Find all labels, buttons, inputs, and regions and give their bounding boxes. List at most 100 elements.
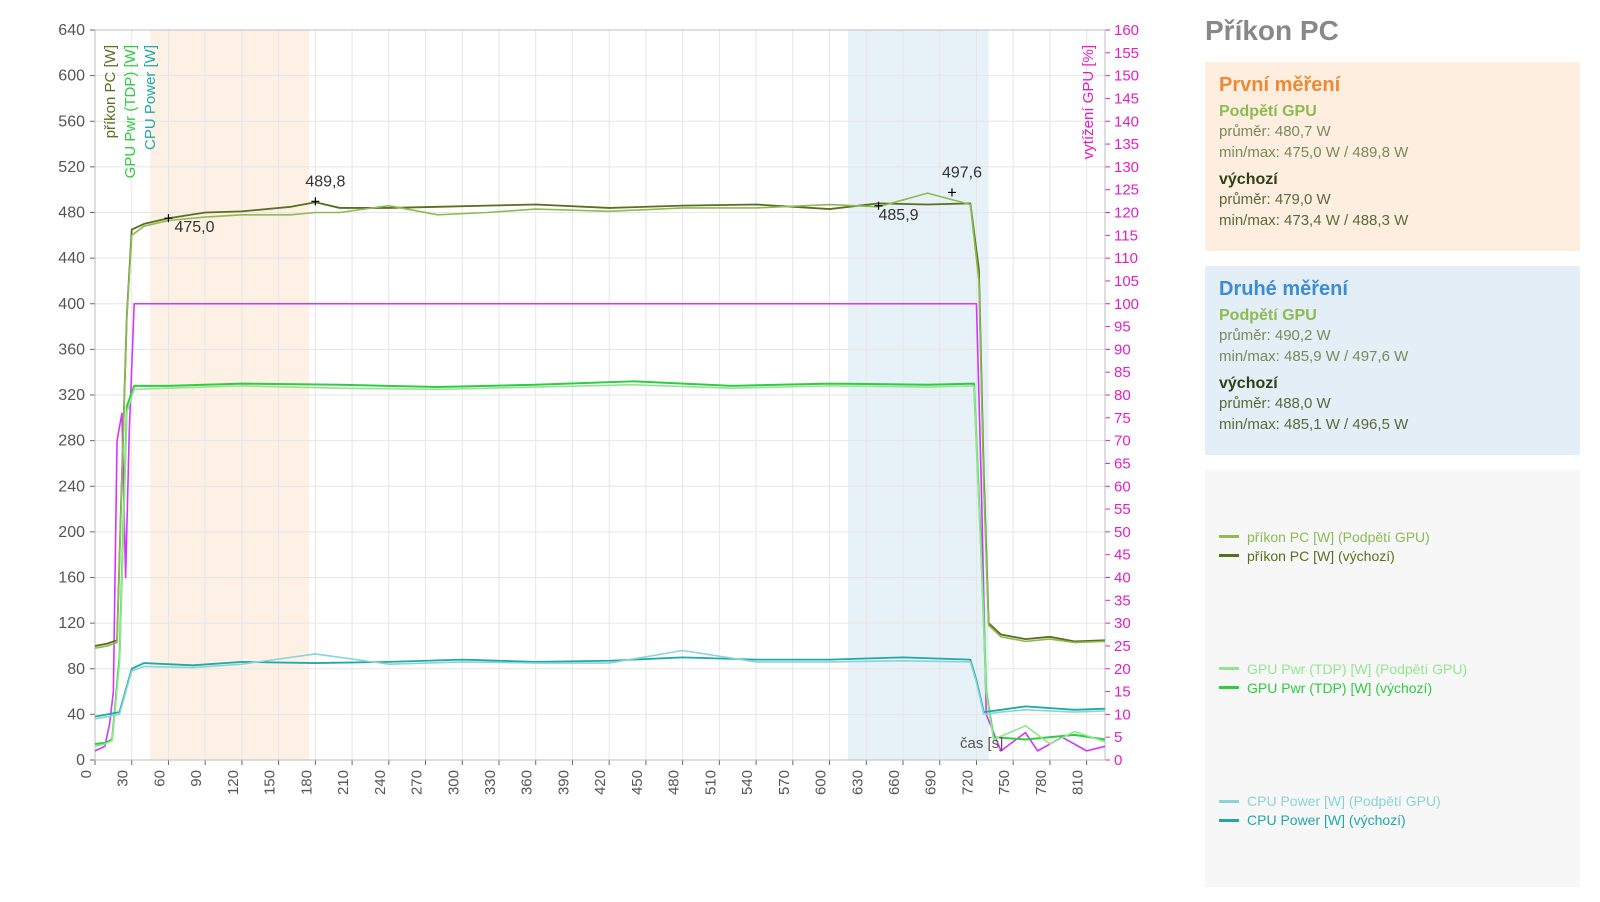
legend-swatch xyxy=(1219,535,1239,538)
measure-box-second: Druhé měřeníPodpětí GPUprůměr: 490,2 Wmi… xyxy=(1205,266,1580,455)
y-tick-label: 520 xyxy=(58,159,85,176)
y2-tick-label: 75 xyxy=(1114,410,1131,427)
y2-tick-label: 160 xyxy=(1114,22,1139,39)
chart-svg: 0408012016020024028032036040044048052056… xyxy=(10,10,1190,830)
y2-tick-label: 115 xyxy=(1114,227,1138,244)
stat-title: Podpětí GPU xyxy=(1219,307,1566,325)
y-tick-label: 360 xyxy=(58,341,85,358)
x-tick-label: 30 xyxy=(115,770,132,787)
stat-line: min/max: 473,4 W / 488,3 W xyxy=(1219,210,1566,231)
legend-label: příkon PC [W] (Podpětí GPU) xyxy=(1247,529,1430,545)
x-tick-label: 360 xyxy=(519,770,536,795)
y2-tick-label: 30 xyxy=(1114,615,1131,632)
y2-tick-label: 80 xyxy=(1114,387,1131,404)
legend-item: CPU Power [W] (Podpětí GPU) xyxy=(1219,793,1566,809)
x-tick-label: 90 xyxy=(188,770,205,787)
x-tick-label: 150 xyxy=(262,770,279,795)
stat-title: výchozí xyxy=(1219,171,1566,189)
x-tick-label: 210 xyxy=(335,770,352,795)
y2-tick-label: 65 xyxy=(1114,455,1131,472)
y2-tick-label: 95 xyxy=(1114,319,1131,336)
y-tick-label: 200 xyxy=(58,524,85,541)
annotation-label: 497,6 xyxy=(942,164,982,181)
stat-line: průměr: 480,7 W xyxy=(1219,121,1566,142)
legend-box: příkon PC [W] (Podpětí GPU) příkon PC [W]… xyxy=(1205,470,1580,887)
x-tick-label: 330 xyxy=(482,770,499,795)
legend-label: GPU Pwr (TDP) [W] (výchozí) xyxy=(1247,680,1432,696)
y-axis-label: GPU Pwr (TDP) [W] xyxy=(122,45,139,178)
stat-title: výchozí xyxy=(1219,375,1566,393)
y2-tick-label: 15 xyxy=(1114,684,1131,701)
y2-tick-label: 10 xyxy=(1114,706,1131,723)
legend-item: GPU Pwr (TDP) [W] (Podpětí GPU) xyxy=(1219,661,1566,677)
measure-title: Druhé měření xyxy=(1219,278,1566,301)
x-tick-label: 0 xyxy=(78,770,95,778)
x-tick-label: 240 xyxy=(372,770,389,795)
y-tick-label: 280 xyxy=(58,433,85,450)
x-tick-label: 420 xyxy=(592,770,609,795)
legend-swatch xyxy=(1219,800,1239,803)
y-axis-label: CPU Power [W] xyxy=(142,45,159,150)
stat-line: min/max: 475,0 W / 489,8 W xyxy=(1219,142,1566,163)
stat-line: průměr: 490,2 W xyxy=(1219,325,1566,346)
stat-line: min/max: 485,1 W / 496,5 W xyxy=(1219,414,1566,435)
y2-tick-label: 105 xyxy=(1114,273,1139,290)
y-tick-label: 0 xyxy=(76,752,85,769)
annotation-label: 489,8 xyxy=(305,173,345,190)
y-axis-label: příkon PC [W] xyxy=(102,45,119,138)
x-tick-label: 690 xyxy=(923,770,940,795)
y2-tick-label: 155 xyxy=(1114,45,1139,62)
legend-item: GPU Pwr (TDP) [W] (výchozí) xyxy=(1219,680,1566,696)
annotation-label: 485,9 xyxy=(879,207,919,224)
x-tick-label: 270 xyxy=(409,770,426,795)
side-panel: Příkon PC První měřeníPodpětí GPUprůměr:… xyxy=(1190,0,1600,902)
legend-group: GPU Pwr (TDP) [W] (Podpětí GPU) GPU Pwr (… xyxy=(1219,658,1566,699)
legend-swatch xyxy=(1219,554,1239,557)
y-tick-label: 160 xyxy=(58,570,85,587)
y2-tick-label: 90 xyxy=(1114,341,1131,358)
stat-line: min/max: 485,9 W / 497,6 W xyxy=(1219,346,1566,367)
x-tick-label: 300 xyxy=(445,770,462,795)
legend-item: příkon PC [W] (výchozí) xyxy=(1219,548,1566,564)
legend-group: CPU Power [W] (Podpětí GPU) CPU Power [W]… xyxy=(1219,790,1566,831)
measure-title: První měření xyxy=(1219,74,1566,97)
x-tick-label: 180 xyxy=(298,770,315,795)
stat-group: výchozíprůměr: 488,0 Wmin/max: 485,1 W /… xyxy=(1219,375,1566,435)
x-tick-label: 60 xyxy=(151,770,168,787)
legend-label: CPU Power [W] (výchozí) xyxy=(1247,812,1406,828)
legend-group: příkon PC [W] (Podpětí GPU) příkon PC [W]… xyxy=(1219,526,1566,567)
x-axis-label: čas [s] xyxy=(960,735,1003,752)
legend-swatch xyxy=(1219,819,1239,822)
y2-axis-label: vytížení GPU [%] xyxy=(1080,45,1097,159)
y2-tick-label: 45 xyxy=(1114,547,1131,564)
y2-tick-label: 5 xyxy=(1114,729,1122,746)
stat-title: Podpětí GPU xyxy=(1219,103,1566,121)
stat-group: Podpětí GPUprůměr: 490,2 Wmin/max: 485,9… xyxy=(1219,307,1566,367)
y-tick-label: 640 xyxy=(58,22,85,39)
x-tick-label: 120 xyxy=(225,770,242,795)
legend-label: GPU Pwr (TDP) [W] (Podpětí GPU) xyxy=(1247,661,1467,677)
legend-swatch xyxy=(1219,667,1239,670)
legend-label: příkon PC [W] (výchozí) xyxy=(1247,548,1395,564)
annotation-label: 475,0 xyxy=(174,219,214,236)
y2-tick-label: 25 xyxy=(1114,638,1131,655)
y-tick-label: 440 xyxy=(58,250,85,267)
x-tick-label: 630 xyxy=(849,770,866,795)
y2-tick-label: 40 xyxy=(1114,570,1131,587)
legend-swatch xyxy=(1219,686,1239,689)
y2-tick-label: 125 xyxy=(1114,182,1139,199)
y-tick-label: 600 xyxy=(58,68,85,85)
y2-tick-label: 35 xyxy=(1114,592,1131,609)
x-tick-label: 570 xyxy=(776,770,793,795)
x-tick-label: 720 xyxy=(959,770,976,795)
legend-label: CPU Power [W] (Podpětí GPU) xyxy=(1247,793,1441,809)
x-tick-label: 810 xyxy=(1070,770,1087,795)
page-title: Příkon PC xyxy=(1205,15,1580,47)
y2-tick-label: 120 xyxy=(1114,205,1139,222)
y-tick-label: 560 xyxy=(58,113,85,130)
y-tick-label: 120 xyxy=(58,615,85,632)
y2-tick-label: 70 xyxy=(1114,433,1131,450)
y2-tick-label: 50 xyxy=(1114,524,1131,541)
y-tick-label: 400 xyxy=(58,296,85,313)
y2-tick-label: 135 xyxy=(1114,136,1139,153)
